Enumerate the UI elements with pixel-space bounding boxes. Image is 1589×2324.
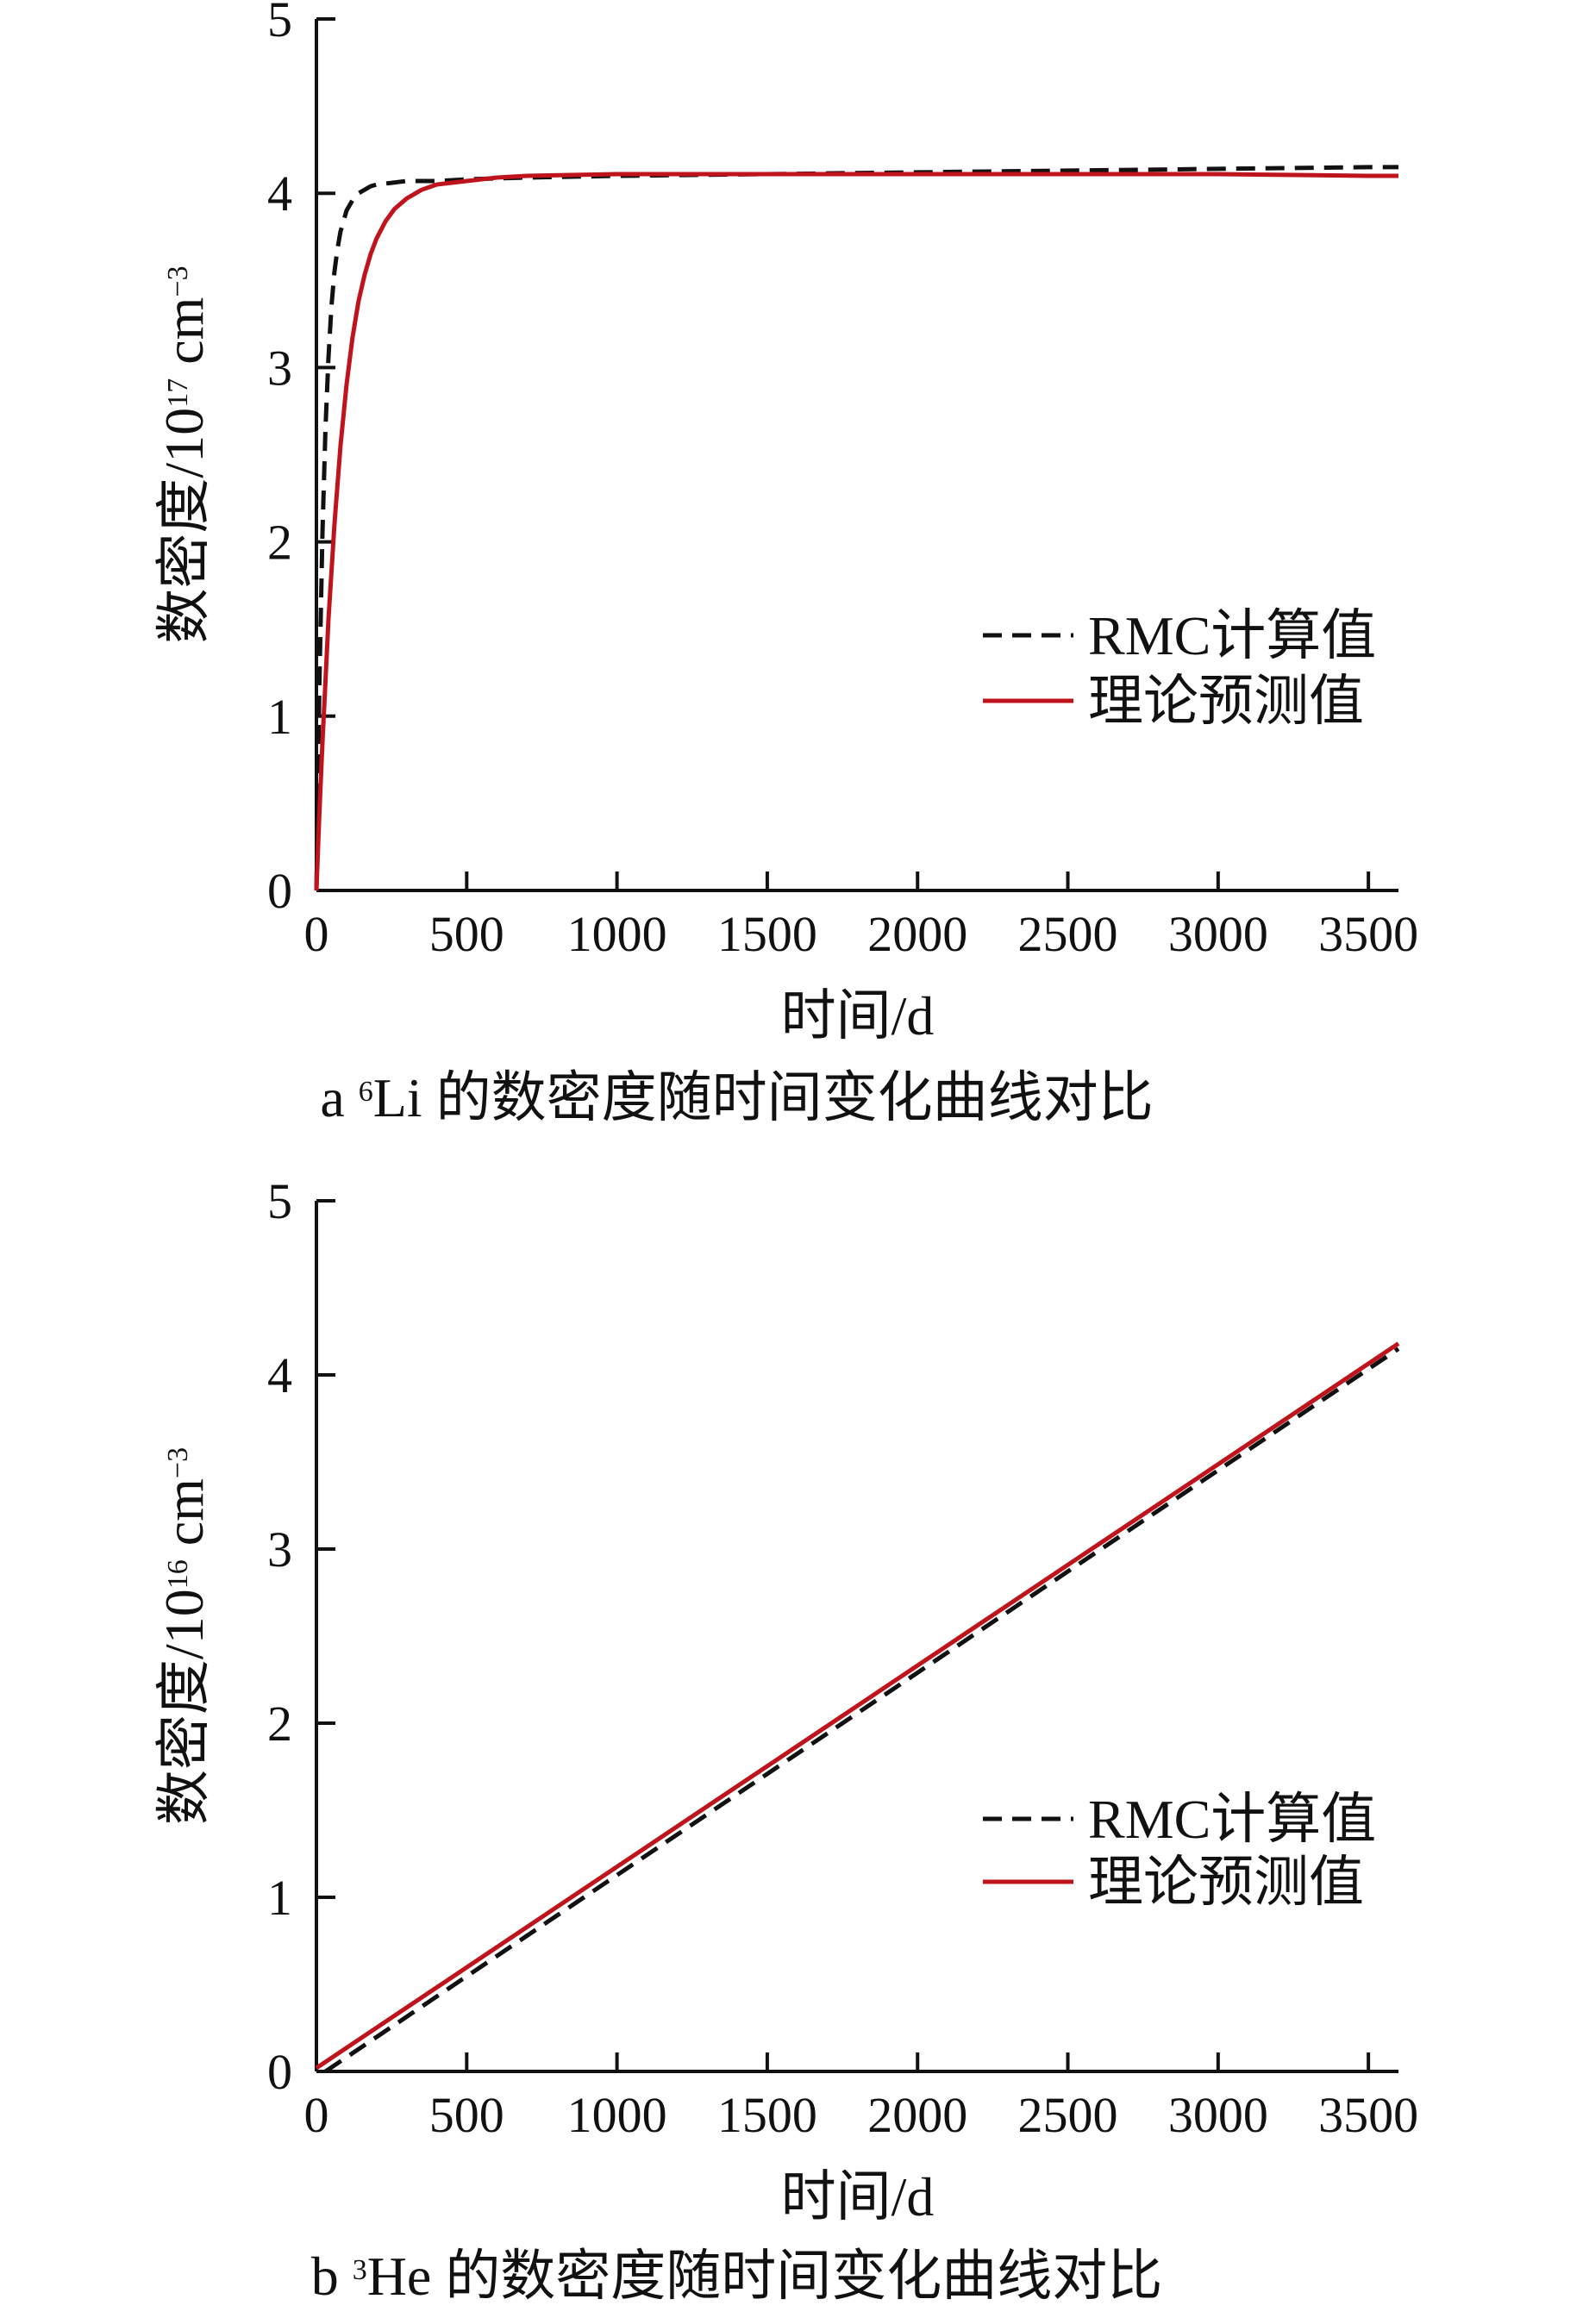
caption: b 3He 的数密度随时间变化曲线对比 xyxy=(311,2246,1163,2307)
x-tick-label: 3000 xyxy=(1168,2087,1268,2143)
x-tick-label: 0 xyxy=(304,906,329,962)
x-tick-label: 1000 xyxy=(567,2087,667,2143)
legend-label: RMC计算值 xyxy=(1088,605,1376,666)
y-tick-label: 1 xyxy=(267,1870,292,1926)
x-tick-label: 2500 xyxy=(1018,906,1118,962)
y-axis-title-part: cm xyxy=(153,297,215,378)
x-tick-label: 3500 xyxy=(1318,2087,1418,2143)
series-line-rmc xyxy=(314,165,1398,891)
caption-letter: b xyxy=(311,2246,353,2307)
series-line-theory xyxy=(314,172,1398,891)
y-axis-title: 数密度/1017 cm−3 xyxy=(153,266,215,643)
x-tick-label: 500 xyxy=(429,906,504,962)
chart-a: 0 1 2 3 4 5 0 500 1000 1500 2000 2500 3000 3500 时间/d 数密… xyxy=(153,0,1418,1128)
y-tick-label: 4 xyxy=(267,1347,292,1403)
y-tick-label: 3 xyxy=(267,340,292,396)
caption-letter: a xyxy=(320,1067,358,1128)
x-tick-label: 2500 xyxy=(1018,2087,1118,2143)
y-axis-title-part: cm xyxy=(153,1478,215,1559)
y-axis-title-sup: 16 xyxy=(162,1559,194,1589)
y-axis-title: 数密度/1016 cm−3 xyxy=(153,1447,215,1825)
x-tick-label: 1500 xyxy=(717,2087,817,2143)
series-line-rmc xyxy=(324,1346,1400,2074)
x-tick-label: 0 xyxy=(304,2087,329,2143)
x-tick-label: 3000 xyxy=(1168,906,1268,962)
legend-label: 理论预测值 xyxy=(1088,671,1364,732)
caption: a 6Li 的数密度随时间变化曲线对比 xyxy=(320,1067,1153,1128)
x-tick-label: 1500 xyxy=(717,906,817,962)
caption-isotope-mass: 6 xyxy=(359,1076,373,1108)
caption-isotope-mass: 3 xyxy=(353,2254,367,2286)
y-tick-label: 2 xyxy=(267,1696,292,1752)
y-axis-title-part: 数密度/10 xyxy=(153,408,215,644)
y-tick-label: 4 xyxy=(267,166,292,222)
caption-text: 的数密度随时间变化曲线对比 xyxy=(431,2246,1162,2307)
x-tick-label: 1000 xyxy=(567,906,667,962)
y-tick-label: 1 xyxy=(267,689,292,745)
y-axis-title-sup: −3 xyxy=(162,266,194,297)
y-axis-title-part: 数密度/10 xyxy=(153,1589,215,1825)
caption-text: 的数密度随时间变化曲线对比 xyxy=(422,1067,1154,1128)
y-axis-title-sup: −3 xyxy=(162,1447,194,1478)
y-tick-label: 0 xyxy=(267,863,292,919)
y-tick-label: 2 xyxy=(267,515,292,571)
x-tick-label: 500 xyxy=(429,2087,504,2143)
y-tick-label: 5 xyxy=(267,1173,292,1229)
x-axis-title: 时间/d xyxy=(781,985,935,1046)
legend-label: 理论预测值 xyxy=(1088,1852,1364,1913)
y-tick-label: 3 xyxy=(267,1521,292,1577)
x-tick-label: 2000 xyxy=(867,906,967,962)
caption-isotope-symbol: He xyxy=(367,2246,432,2307)
series-line-theory xyxy=(315,1341,1400,2071)
caption-isotope-symbol: Li xyxy=(373,1067,422,1128)
x-tick-label: 3500 xyxy=(1318,906,1418,962)
y-axis-title-sup: 17 xyxy=(162,378,194,408)
chart-b: 0 1 2 3 4 5 0 500 1000 1500 2000 2500 3000 3500 时间/d 数密… xyxy=(153,1173,1418,2307)
legend-label: RMC计算值 xyxy=(1088,1789,1376,1850)
y-tick-label: 5 xyxy=(267,0,292,47)
y-tick-label: 0 xyxy=(267,2044,292,2100)
x-axis-title: 时间/d xyxy=(781,2166,935,2227)
x-tick-label: 2000 xyxy=(867,2087,967,2143)
